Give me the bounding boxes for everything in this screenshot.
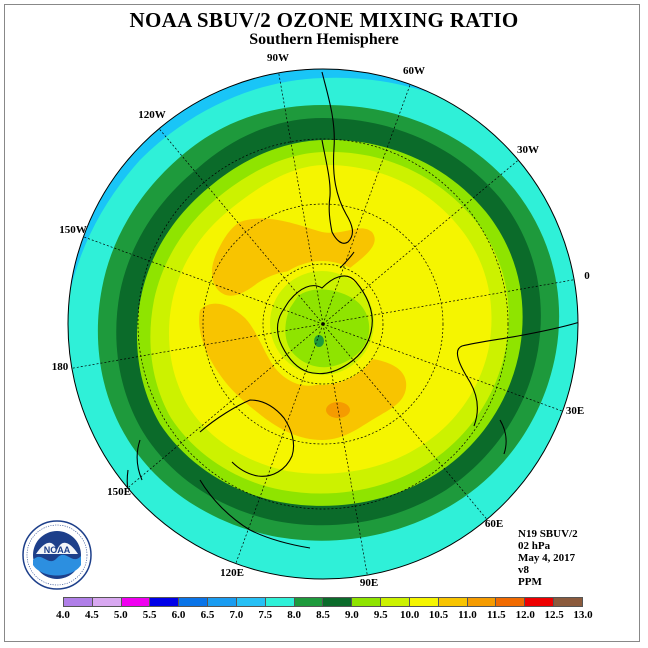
- longitude-labels: 90W 60W 30W 0 30E 60E 90E 120E 150E 180 …: [52, 52, 591, 589]
- scale-swatch: [352, 598, 382, 606]
- scale-swatch: [381, 598, 410, 606]
- scale-swatch: [179, 598, 209, 606]
- polar-green-spot: [314, 335, 324, 347]
- scale-tick-label: 13.0: [573, 609, 593, 621]
- meridians: [71, 72, 575, 576]
- australia-coast: [199, 399, 295, 477]
- map-disk: [68, 69, 578, 579]
- map-border: [67, 68, 579, 580]
- meridian-line: [83, 236, 324, 325]
- color-scale-ticks: 4.0 4.5 5.0 5.5 6.0 6.5 7.0 7.5 8.0 8.5 9.0 9.5 10.0…: [0, 609, 648, 623]
- meridian-line: [322, 279, 575, 325]
- band-orange: [199, 218, 407, 440]
- map-title: NOAA SBUV/2 OZONE MIXING RATIO: [129, 8, 519, 32]
- scale-swatch: [121, 598, 151, 606]
- scale-tick-label: 9.5: [373, 609, 388, 621]
- scale-tick-label: 11.0: [458, 609, 477, 621]
- lon-label-30w: 30W: [517, 144, 539, 156]
- meridian-line: [322, 84, 411, 325]
- meridian-line: [322, 159, 519, 325]
- pressure-level: 02 hPa: [518, 540, 551, 552]
- scale-swatch: [208, 598, 237, 606]
- scale-tick-label: 6.0: [171, 609, 186, 621]
- lon-label-90e: 90E: [360, 577, 378, 589]
- scale-tick-label: 4.5: [85, 609, 99, 621]
- scale-tick-label: 7.5: [258, 609, 273, 621]
- meridian-line: [71, 323, 324, 369]
- scale-tick-label: 10.0: [400, 609, 420, 621]
- meridian-line: [235, 323, 324, 564]
- scale-tick-label: 8.0: [287, 609, 301, 621]
- scale-swatch: [323, 598, 353, 606]
- lon-label-90w: 90W: [267, 52, 289, 64]
- scale-tick-label: 5.5: [142, 609, 157, 621]
- graticule: [71, 72, 575, 576]
- scale-swatch: [150, 598, 180, 606]
- lon-label-150e: 150E: [107, 486, 131, 498]
- scale-tick-label: 8.5: [316, 609, 330, 621]
- meridian-line: [322, 323, 563, 412]
- lon-label-60e: 60E: [485, 518, 503, 530]
- scale-swatch: [525, 598, 555, 606]
- scale-swatch: [409, 598, 439, 606]
- scale-tick-label: 12.5: [544, 609, 564, 621]
- scale-tick-label: 7.0: [229, 609, 244, 621]
- lon-label-60w: 60W: [403, 65, 425, 77]
- scale-swatch: [294, 598, 324, 606]
- lon-label-30e: 30E: [566, 405, 584, 417]
- scale-swatch: [496, 598, 526, 606]
- date-label: May 4, 2017: [518, 552, 576, 564]
- lon-label-120e: 120E: [220, 567, 244, 579]
- scale-swatch: [64, 598, 93, 606]
- madagascar-coast: [499, 419, 507, 455]
- band-deep-orange: [326, 402, 350, 418]
- antarctica-coast: [276, 275, 373, 375]
- satellite-label: N19 SBUV/2: [518, 528, 578, 540]
- meridian-line: [322, 323, 488, 520]
- coastlines: [126, 71, 578, 549]
- scale-swatch: [438, 598, 468, 606]
- meridian-line: [127, 323, 324, 489]
- polar-lime: [285, 289, 370, 368]
- lon-label-120w: 120W: [138, 109, 166, 121]
- scale-tick-label: 4.0: [56, 609, 70, 621]
- version-label: v8: [518, 564, 529, 576]
- scale-tick-label: 9.0: [345, 609, 359, 621]
- color-scale-bar: [63, 597, 583, 607]
- scale-swatch: [554, 598, 582, 606]
- scale-tick-label: 10.5: [428, 609, 449, 621]
- latitude-circle-outer: [137, 138, 509, 510]
- south-america-coast: [321, 71, 354, 244]
- scale-tick-label: 6.5: [200, 609, 215, 621]
- latitude-circle-inner: [262, 263, 384, 385]
- info-block: N19 SBUV/2 02 hPa May 4, 2017 v8 PPM: [518, 528, 578, 588]
- scale-tick-label: 11.5: [487, 609, 506, 621]
- units-label: PPM: [518, 576, 542, 588]
- southeast-asia-coast: [199, 479, 311, 549]
- meridian-line: [278, 72, 324, 325]
- scale-tick-label: 12.0: [515, 609, 535, 621]
- scale-swatch: [236, 598, 266, 606]
- scale-swatch: [92, 598, 122, 606]
- lon-label-150w: 150W: [59, 224, 87, 236]
- meridian-line: [158, 128, 324, 325]
- map-subtitle: Southern Hemisphere: [249, 31, 399, 48]
- logo-text: NOAA: [44, 545, 71, 555]
- meridian-line: [322, 323, 368, 576]
- lon-label-0: 0: [584, 270, 590, 282]
- lon-label-180: 180: [52, 361, 69, 373]
- africa-coast: [456, 321, 578, 427]
- latitude-circle-middle: [202, 203, 444, 445]
- scale-swatch: [265, 598, 295, 606]
- noaa-logo: NOAA: [22, 520, 92, 590]
- scale-tick-label: 5.0: [113, 609, 128, 621]
- scale-swatch: [467, 598, 497, 606]
